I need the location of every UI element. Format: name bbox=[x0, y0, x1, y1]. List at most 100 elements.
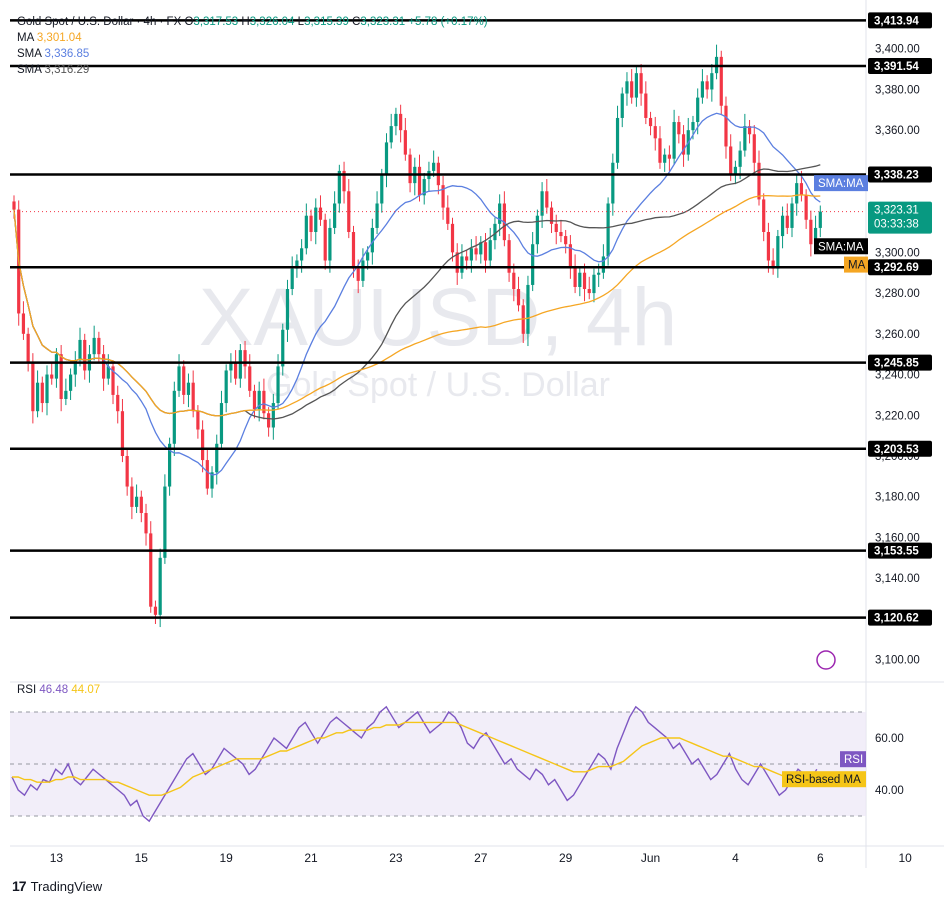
level-tag-label: 3,245.85 bbox=[874, 358, 919, 370]
candle-body bbox=[521, 305, 525, 334]
ma-tag-bg bbox=[844, 256, 868, 273]
candle-body bbox=[399, 113, 403, 131]
candle-body bbox=[573, 266, 577, 287]
candle-body bbox=[795, 183, 799, 204]
watermark-symbol: XAUUSD, 4h bbox=[199, 272, 678, 363]
x-tick-label: 6 bbox=[817, 851, 824, 865]
candle-body bbox=[582, 272, 587, 290]
rsi-tick-label: 40.00 bbox=[875, 785, 904, 797]
candle-body bbox=[710, 73, 714, 90]
rsi-legend[interactable]: RSI 46.48 44.07 bbox=[17, 684, 100, 696]
x-tick-label: 21 bbox=[304, 851, 318, 865]
level-tag-bg bbox=[868, 57, 932, 74]
candle-body bbox=[785, 215, 789, 228]
candle-body bbox=[498, 203, 502, 224]
y-tick-label: 3,100.00 bbox=[875, 655, 920, 667]
candle-body bbox=[219, 403, 224, 444]
candle-body bbox=[625, 81, 629, 94]
candle-body bbox=[747, 126, 752, 135]
candle-body bbox=[568, 244, 572, 267]
candle-body bbox=[658, 138, 662, 163]
rsi-line bbox=[11, 705, 818, 823]
last-price-tag-label: 3,323.31 bbox=[874, 205, 919, 217]
candle-body bbox=[177, 366, 181, 391]
candle-body bbox=[281, 329, 285, 367]
candle-body bbox=[134, 496, 139, 507]
sma-blue-tag-label: SMA:MA bbox=[818, 178, 864, 190]
candle-body bbox=[417, 166, 422, 196]
candle-body bbox=[215, 443, 219, 473]
candle-body bbox=[469, 248, 473, 261]
candle-body bbox=[12, 201, 16, 210]
candle-body bbox=[106, 366, 110, 379]
tradingview-branding[interactable]: 17 TradingView bbox=[12, 878, 102, 894]
candle-body bbox=[639, 73, 643, 94]
candle-body bbox=[111, 366, 115, 395]
candle-body bbox=[606, 203, 610, 257]
level-tag-label: 3,203.53 bbox=[874, 444, 919, 456]
candle-body bbox=[290, 268, 294, 290]
candle-body bbox=[243, 350, 247, 367]
candle-body bbox=[597, 272, 601, 275]
candle-body bbox=[450, 223, 455, 253]
indicator-sma-black-value: 3,316.29 bbox=[44, 64, 90, 76]
x-tick-label: 4 bbox=[732, 851, 739, 865]
candle-body bbox=[549, 207, 554, 224]
x-tick-label: Jun bbox=[641, 851, 660, 865]
level-tag-bg bbox=[868, 542, 932, 559]
candle-body bbox=[724, 105, 728, 147]
candle-body bbox=[474, 248, 478, 255]
candle-body bbox=[196, 411, 200, 430]
candle-body bbox=[559, 232, 563, 237]
rsi-ma-tag-label: RSI-based MA bbox=[786, 774, 861, 786]
candle-body bbox=[776, 236, 780, 269]
indicator-sma-black-name: SMA bbox=[17, 64, 42, 76]
indicator-sma-blue-name: SMA bbox=[17, 48, 42, 60]
candle-body bbox=[540, 191, 544, 216]
candle-body bbox=[545, 191, 549, 208]
level-tag-label: 3,120.62 bbox=[874, 613, 919, 625]
candle-body bbox=[578, 272, 582, 287]
ma-tag-label: MA bbox=[848, 260, 866, 272]
candle-body bbox=[465, 256, 469, 261]
sma-blue-tag-bg bbox=[814, 175, 868, 192]
candle-body bbox=[31, 362, 35, 412]
indicator-ma-row[interactable]: MA 3,301.04 bbox=[17, 30, 488, 46]
open-label: O bbox=[184, 16, 194, 28]
candle-body bbox=[663, 154, 667, 163]
candle-body bbox=[125, 456, 129, 487]
indicator-sma-black-row[interactable]: SMA 3,316.29 bbox=[17, 62, 488, 78]
candle-body bbox=[507, 240, 511, 273]
candle-body bbox=[719, 56, 723, 106]
high-label: H bbox=[241, 16, 250, 28]
candle-body bbox=[78, 339, 82, 361]
candle-body bbox=[64, 390, 68, 399]
candle-body bbox=[300, 248, 304, 261]
indicator-sma-blue-row[interactable]: SMA 3,336.85 bbox=[17, 46, 488, 62]
candle-body bbox=[328, 227, 332, 261]
candle-body bbox=[83, 339, 87, 371]
candle-body bbox=[394, 113, 398, 127]
candle-body bbox=[512, 272, 516, 290]
y-tick-label: 3,360.00 bbox=[875, 125, 920, 137]
close-value: 3,323.31 bbox=[360, 16, 406, 28]
low-label: L bbox=[297, 16, 305, 28]
candle-body bbox=[68, 374, 73, 391]
rsi-ma-value: 44.07 bbox=[71, 684, 101, 696]
candle-body bbox=[120, 411, 125, 456]
candle-body bbox=[696, 97, 700, 123]
candle-body bbox=[771, 260, 775, 269]
watermark-name: Gold Spot / U.S. Dollar bbox=[266, 366, 610, 404]
candle-body bbox=[653, 126, 657, 139]
price-pane bbox=[10, 8, 866, 680]
y-tick-label: 3,280.00 bbox=[875, 288, 920, 300]
candle-body bbox=[276, 366, 280, 404]
candle-body bbox=[757, 162, 761, 200]
candle-body bbox=[309, 215, 313, 232]
candle-body bbox=[224, 370, 228, 404]
level-tag-bg bbox=[868, 440, 932, 457]
indicator-sma-blue-value: 3,336.85 bbox=[44, 48, 90, 60]
open-value: 3,317.53 bbox=[193, 16, 239, 28]
